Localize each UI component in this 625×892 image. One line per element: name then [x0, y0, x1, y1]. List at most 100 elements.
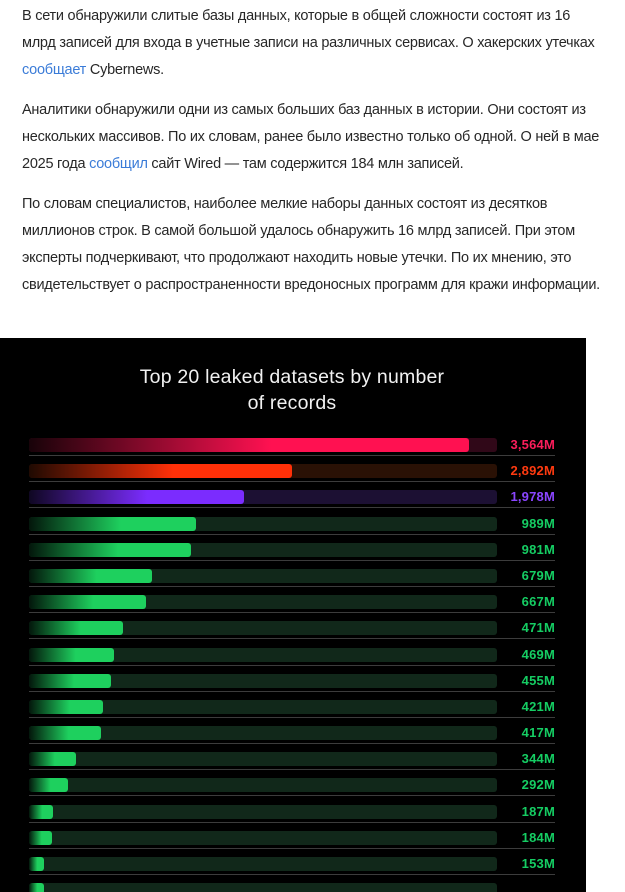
bar-fill — [29, 464, 293, 479]
paragraph-1: В сети обнаружили слитые базы данных, ко… — [22, 3, 602, 84]
chart-row-12: 417M — [29, 726, 555, 752]
bar-value-label: 667M — [521, 594, 555, 610]
chart-row-7: 667M — [29, 595, 555, 621]
bar-track — [29, 883, 497, 892]
chart-row-1: 3,564M — [29, 438, 555, 464]
bar-value-label: 981M — [521, 541, 555, 557]
row-separator — [29, 795, 555, 797]
bar-track — [29, 752, 497, 767]
bar-track — [29, 699, 497, 714]
paragraph-2: Аналитики обнаружили одни из самых больш… — [22, 97, 602, 178]
bar-value-label: 184M — [521, 829, 555, 845]
chart-row-partial — [29, 883, 555, 892]
bar-track — [29, 621, 497, 636]
row-separator — [29, 769, 555, 771]
chart-title-line-1: Top 20 leaked datasets by number — [139, 366, 445, 388]
bar-value-label: 2,892M — [510, 463, 555, 479]
chart-row-11: 421M — [29, 698, 555, 726]
bar-track — [29, 647, 497, 662]
row-separator — [29, 455, 555, 456]
bar-track — [29, 542, 497, 557]
row-separator — [29, 585, 555, 587]
row-separator — [29, 559, 555, 561]
chart-row-3: 1,978M — [29, 490, 555, 516]
bar-fill — [29, 752, 76, 767]
bar-value-label: 187M — [521, 803, 555, 819]
bar-value-label: 153M — [521, 856, 555, 871]
bar-value-label: 679M — [521, 567, 555, 583]
paragraph-text: Cybernews. — [86, 62, 164, 78]
bar-fill — [29, 883, 44, 892]
bar-fill — [29, 516, 197, 531]
bar-fill — [29, 647, 115, 662]
bar-value-label: 455M — [521, 672, 555, 688]
bar-track — [29, 516, 497, 531]
chart-title-line-2: of records — [247, 392, 337, 414]
bar-fill — [29, 830, 52, 845]
bar-value-label: 292M — [521, 777, 555, 793]
bar-fill — [29, 699, 103, 714]
bar-track — [29, 804, 497, 819]
bar-track — [29, 595, 497, 610]
chart-rows: 3,564M 2,892M 1,978M 989M 981M 679M 667M 471M 46… — [29, 438, 555, 892]
row-separator — [29, 874, 555, 875]
paragraph-text: По словам специалистов, наиболее мелкие … — [22, 196, 600, 293]
chart-row-8: 471M — [29, 621, 555, 647]
chart-row-2: 2,892M — [29, 464, 555, 490]
bar-fill — [29, 595, 146, 610]
chart-row-10: 455M — [29, 672, 555, 700]
bar-track — [29, 857, 497, 871]
row-separator — [29, 481, 555, 483]
chart-row-6: 679M — [29, 567, 555, 595]
bar-value-label: 421M — [521, 698, 555, 714]
bar-value-label: 469M — [521, 646, 555, 662]
paragraph-text: сайт Wired — там содержится 184 млн запи… — [147, 156, 464, 172]
bar-fill — [29, 778, 68, 793]
inline-link[interactable]: сообщает — [22, 62, 87, 78]
bar-track — [29, 830, 497, 845]
row-separator — [29, 821, 555, 823]
bar-value-label: 417M — [521, 725, 555, 741]
inline-link[interactable]: сообщил — [89, 156, 148, 172]
row-separator — [29, 664, 555, 666]
bar-fill — [29, 621, 123, 636]
bar-fill — [29, 673, 111, 688]
bar-fill — [29, 438, 469, 452]
bar-value-label: 3,564M — [510, 437, 555, 452]
chart-row-13: 344M — [29, 752, 555, 778]
bar-track — [29, 490, 497, 505]
bar-value-label: 344M — [521, 751, 555, 767]
paragraph-text: В сети обнаружили слитые базы данных, ко… — [22, 8, 595, 51]
row-separator — [29, 612, 555, 614]
bar-track — [29, 726, 497, 741]
bar-fill — [29, 857, 44, 871]
chart-row-17: 153M — [29, 857, 555, 883]
chart-row-15: 187M — [29, 803, 555, 831]
bar-value-label: 989M — [521, 515, 555, 531]
bar-value-label: 1,978M — [510, 489, 555, 505]
row-separator — [29, 533, 555, 535]
paragraph-text: Аналитики обнаружили одни из самых больш… — [22, 102, 600, 172]
chart-row-5: 981M — [29, 541, 555, 569]
row-separator — [29, 507, 555, 509]
bar-track — [29, 778, 497, 793]
chart-row-9: 469M — [29, 646, 555, 674]
row-separator — [29, 716, 555, 718]
bar-fill — [29, 726, 102, 741]
bar-track — [29, 464, 497, 479]
chart-row-14: 292M — [29, 778, 555, 804]
row-separator — [29, 743, 555, 745]
bar-value-label: 471M — [521, 620, 555, 636]
article-text: В сети обнаружили слитые базы данных, ко… — [0, 0, 625, 338]
bar-fill — [29, 804, 53, 819]
bar-fill — [29, 542, 191, 557]
chart-row-16: 184M — [29, 829, 555, 857]
bar-fill — [29, 490, 245, 505]
bar-track — [29, 438, 497, 452]
bar-track — [29, 673, 497, 688]
chart-row-4: 989M — [29, 515, 555, 543]
row-separator — [29, 638, 555, 640]
row-separator — [29, 847, 555, 849]
bar-fill — [29, 568, 153, 583]
bar-track — [29, 568, 497, 583]
